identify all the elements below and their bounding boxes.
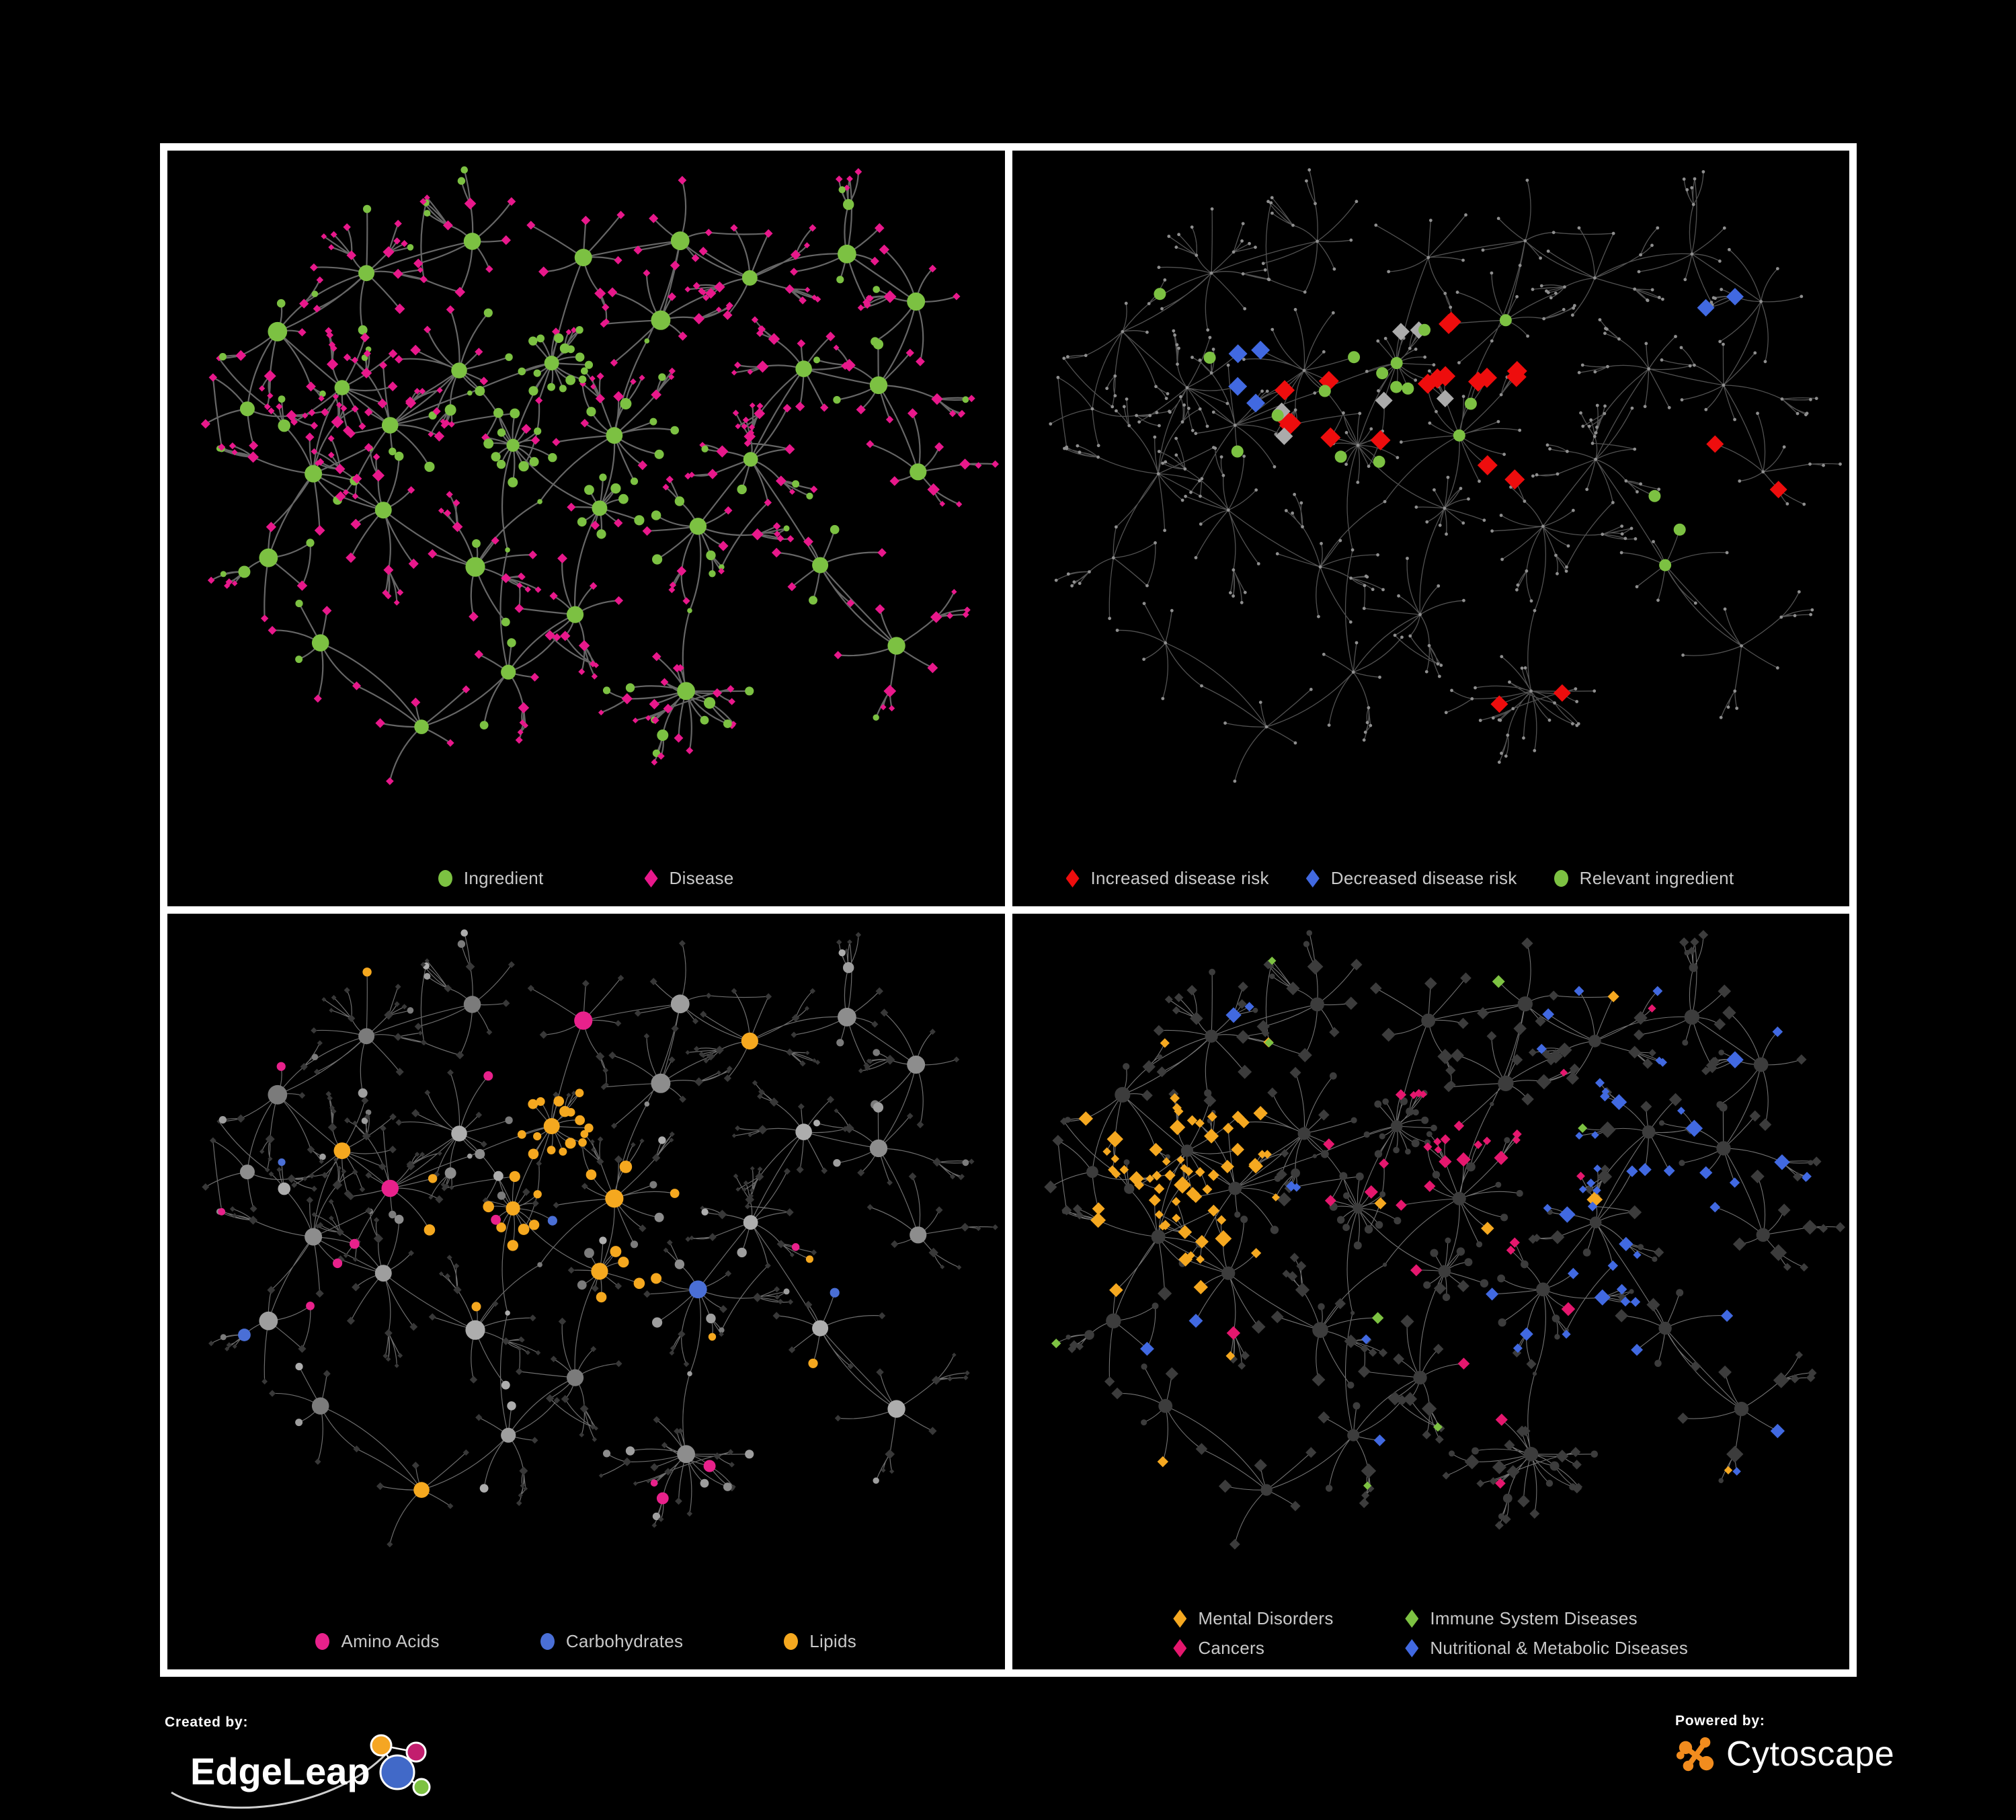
edgeleap-wordmark: EdgeLeap bbox=[190, 1750, 370, 1792]
network-graph-disease-risk bbox=[1048, 168, 1842, 783]
mental-disorders-legend-marker bbox=[1173, 1610, 1187, 1628]
cytoscape-wordmark: Cytoscape bbox=[1726, 1735, 1895, 1774]
edgeleap-swoosh bbox=[171, 1752, 388, 1809]
legend-label-disease: Disease bbox=[669, 868, 734, 888]
powered-by-label: Powered by: bbox=[1675, 1713, 1765, 1729]
legend-label-cancers: Cancers bbox=[1198, 1638, 1265, 1658]
legend-label-increased-risk: Increased disease risk bbox=[1090, 868, 1269, 888]
legend-label-amino-acids: Amino Acids bbox=[341, 1631, 440, 1651]
legend-label-ingredient: Ingredient bbox=[463, 868, 544, 888]
legend-disease-classes: Mental Disorders Immune System Diseases … bbox=[1012, 1608, 1850, 1659]
panel-disease-risk: Increased disease risk Decreased disease… bbox=[1012, 151, 1849, 906]
edgeleap-node-magenta bbox=[405, 1741, 427, 1763]
legend-label-lipids: Lipids bbox=[809, 1631, 857, 1651]
nutritional-metabolic-legend-marker bbox=[1405, 1639, 1419, 1657]
decreased-risk-legend-marker bbox=[1305, 869, 1320, 887]
created-by-label: Created by: bbox=[165, 1714, 249, 1730]
carbohydrates-legend-marker bbox=[540, 1633, 555, 1650]
network-graph-disease-classes bbox=[1043, 930, 1845, 1550]
legend-item-immune-system-diseases: Immune System Diseases bbox=[1405, 1608, 1688, 1629]
legend-label-immune-system-diseases: Immune System Diseases bbox=[1430, 1608, 1638, 1628]
network-graph-nutrient-classes bbox=[202, 929, 998, 1548]
legend-nutrient-classes: Amino Acids Carbohydrates Lipids bbox=[167, 1631, 1005, 1652]
legend-item-ingredient: Ingredient bbox=[438, 868, 544, 889]
legend-item-disease: Disease bbox=[644, 868, 734, 889]
increased-risk-legend-marker bbox=[1065, 869, 1080, 887]
cancers-legend-marker bbox=[1173, 1639, 1187, 1657]
legend-item-decreased-risk: Decreased disease risk bbox=[1305, 868, 1517, 889]
legend-item-increased-risk: Increased disease risk bbox=[1065, 868, 1269, 889]
legend-item-carbohydrates: Carbohydrates bbox=[540, 1631, 683, 1652]
legend-label-nutritional-metabolic: Nutritional & Metabolic Diseases bbox=[1430, 1638, 1689, 1658]
lipids-legend-marker bbox=[784, 1633, 799, 1650]
edgeleap-node-orange bbox=[370, 1734, 393, 1757]
legend-ingredient-disease: Ingredient Disease bbox=[167, 868, 1005, 889]
cytoscape-logo-icon bbox=[1676, 1737, 1714, 1772]
disease-legend-marker bbox=[644, 869, 658, 887]
legend-item-amino-acids: Amino Acids bbox=[315, 1631, 440, 1652]
legend-item-relevant-ingredient: Relevant ingredient bbox=[1554, 868, 1734, 889]
edgeleap-credit: Created by: EdgeLeap bbox=[165, 1714, 454, 1819]
legend-item-mental-disorders: Mental Disorders bbox=[1173, 1608, 1405, 1629]
legend-label-carbohydrates: Carbohydrates bbox=[565, 1631, 684, 1651]
legend-label-relevant-ingredient: Relevant ingredient bbox=[1579, 868, 1734, 888]
legend-item-lipids: Lipids bbox=[784, 1631, 856, 1652]
edgeleap-logo: EdgeLeap bbox=[171, 1734, 431, 1809]
legend-disease-risk: Increased disease risk Decreased disease… bbox=[1065, 868, 1734, 889]
immune-system-legend-marker bbox=[1405, 1610, 1419, 1628]
ingredient-legend-marker bbox=[438, 870, 452, 887]
legend-item-nutritional-metabolic: Nutritional & Metabolic Diseases bbox=[1405, 1638, 1688, 1659]
edgeleap-network-icon bbox=[370, 1734, 431, 1796]
cytoscape-credit: Powered by: Cytoscape bbox=[1675, 1713, 1894, 1775]
panel-nutrient-classes: Amino Acids Carbohydrates Lipids bbox=[167, 914, 1005, 1669]
legend-item-cancers: Cancers bbox=[1173, 1638, 1405, 1659]
amino-acids-legend-marker bbox=[315, 1633, 330, 1650]
edgeleap-node-green bbox=[412, 1778, 431, 1796]
white-frame: Ingredient Disease Increased disease ris… bbox=[160, 143, 1857, 1677]
legend-label-decreased-risk: Decreased disease risk bbox=[1330, 868, 1517, 888]
edgeleap-node-blue bbox=[379, 1754, 415, 1790]
network-graph-ingredient-disease bbox=[200, 166, 1000, 785]
legend-label-mental-disorders: Mental Disorders bbox=[1198, 1608, 1334, 1628]
relevant-ingredient-legend-marker bbox=[1554, 870, 1568, 887]
panel-disease-classes: Mental Disorders Immune System Diseases … bbox=[1012, 914, 1850, 1669]
panel-ingredient-disease: Ingredient Disease bbox=[167, 151, 1005, 906]
